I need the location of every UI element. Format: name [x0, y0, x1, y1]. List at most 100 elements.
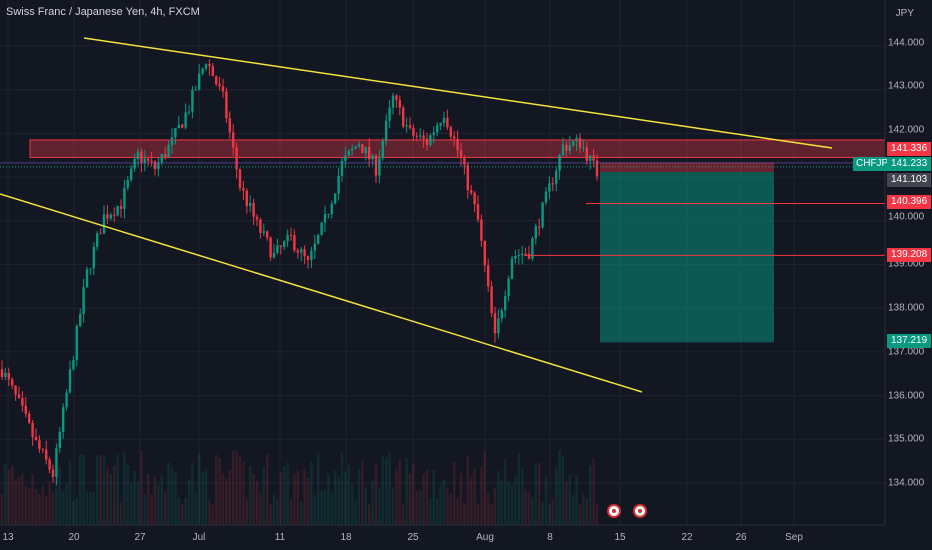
horizontal-line-label: 139.208	[887, 248, 932, 262]
candle-body	[24, 405, 27, 414]
candle-body	[381, 141, 384, 159]
volume-bar	[245, 499, 248, 525]
time-tick: 18	[340, 532, 352, 543]
candle-body	[269, 237, 272, 258]
volume-bar	[102, 455, 106, 525]
candle-body	[14, 385, 17, 395]
candle-body	[45, 449, 48, 460]
candle-body	[531, 238, 534, 259]
candle-body	[541, 202, 544, 228]
volume-bar	[249, 465, 252, 525]
volume-bar	[28, 488, 31, 525]
volume-bar	[565, 481, 568, 525]
volume-bar	[575, 475, 578, 525]
volume-bar	[24, 486, 27, 525]
candle-body	[276, 245, 279, 253]
candle-body	[385, 120, 388, 142]
volume-bar	[211, 504, 214, 525]
volume-bar	[514, 475, 517, 525]
candle-body	[589, 155, 592, 162]
candle-body	[429, 134, 432, 145]
candle-body	[58, 432, 61, 448]
candle-body	[109, 214, 112, 219]
chart-grid	[0, 0, 885, 525]
volume-bar	[493, 488, 497, 525]
candle-body	[123, 187, 126, 209]
volume-bar	[17, 476, 21, 525]
volume-bar	[497, 470, 500, 525]
volume-bar	[592, 458, 595, 525]
volume-bar	[11, 466, 14, 525]
volume-bar	[283, 465, 286, 525]
candle-body	[364, 146, 367, 154]
volume-bar	[181, 504, 184, 525]
candle-body	[279, 245, 282, 247]
volume-bar	[595, 504, 599, 525]
volume-bar	[558, 450, 561, 525]
candle-body	[75, 325, 78, 361]
candle-body	[221, 86, 225, 92]
volume-bar	[582, 493, 585, 525]
candle-body	[55, 447, 58, 477]
time-tick: 22	[681, 532, 693, 543]
volume-bar	[157, 485, 160, 525]
candle-body	[157, 162, 160, 170]
candle-body	[344, 155, 347, 161]
dividend-event-icon[interactable]	[607, 504, 621, 518]
volume-bar	[487, 492, 490, 525]
volume-bar	[58, 467, 61, 525]
volume-bar	[351, 483, 354, 525]
time-tick: 27	[134, 532, 146, 543]
volume-bar	[585, 497, 588, 525]
candle-body	[371, 155, 374, 160]
volume-bar	[279, 472, 282, 525]
candle-body	[388, 107, 391, 121]
volume-bar	[55, 470, 58, 525]
volume-bar	[79, 454, 82, 525]
candle-body	[565, 144, 568, 151]
candle-body	[21, 397, 24, 406]
candle-body	[514, 255, 517, 259]
candle-body	[232, 132, 235, 148]
candle-body	[310, 250, 313, 260]
candle-body	[167, 144, 170, 158]
candle-body	[0, 369, 4, 378]
candle-body	[160, 154, 163, 163]
candle-body	[323, 214, 327, 223]
candle-body	[354, 146, 357, 149]
candle-body	[446, 117, 449, 128]
volume-bar	[113, 465, 116, 525]
volume-bar	[130, 482, 133, 525]
candle-body	[330, 203, 333, 215]
volume-bar	[327, 474, 330, 525]
volume-bar	[48, 481, 51, 525]
volume-bar	[286, 462, 289, 525]
volume-bar	[276, 498, 279, 525]
candle-body	[449, 127, 452, 137]
candle-body	[402, 107, 405, 127]
target-price-label: 137.219	[887, 334, 932, 348]
dividend-event-icon[interactable]	[633, 504, 647, 518]
volume-bar	[133, 470, 136, 525]
candle-body	[300, 249, 303, 253]
candle-body	[527, 253, 531, 259]
candle-body	[534, 226, 537, 239]
candle-body	[419, 135, 422, 137]
volume-bar	[136, 481, 140, 525]
volume-bar	[0, 493, 4, 525]
candle-body	[524, 253, 527, 255]
candle-body	[28, 413, 31, 423]
volume-bar	[293, 473, 296, 525]
candle-body	[578, 137, 582, 148]
volume-bar	[473, 467, 476, 525]
candle-body	[164, 154, 167, 158]
volume-bar	[187, 479, 191, 525]
candle-body	[347, 150, 350, 156]
candle-body	[466, 164, 469, 191]
volume-bar	[320, 490, 323, 525]
candle-body	[245, 190, 248, 207]
price-tick: 140.000	[888, 211, 925, 223]
volume-bar	[330, 492, 333, 525]
volume-bar	[524, 489, 527, 525]
